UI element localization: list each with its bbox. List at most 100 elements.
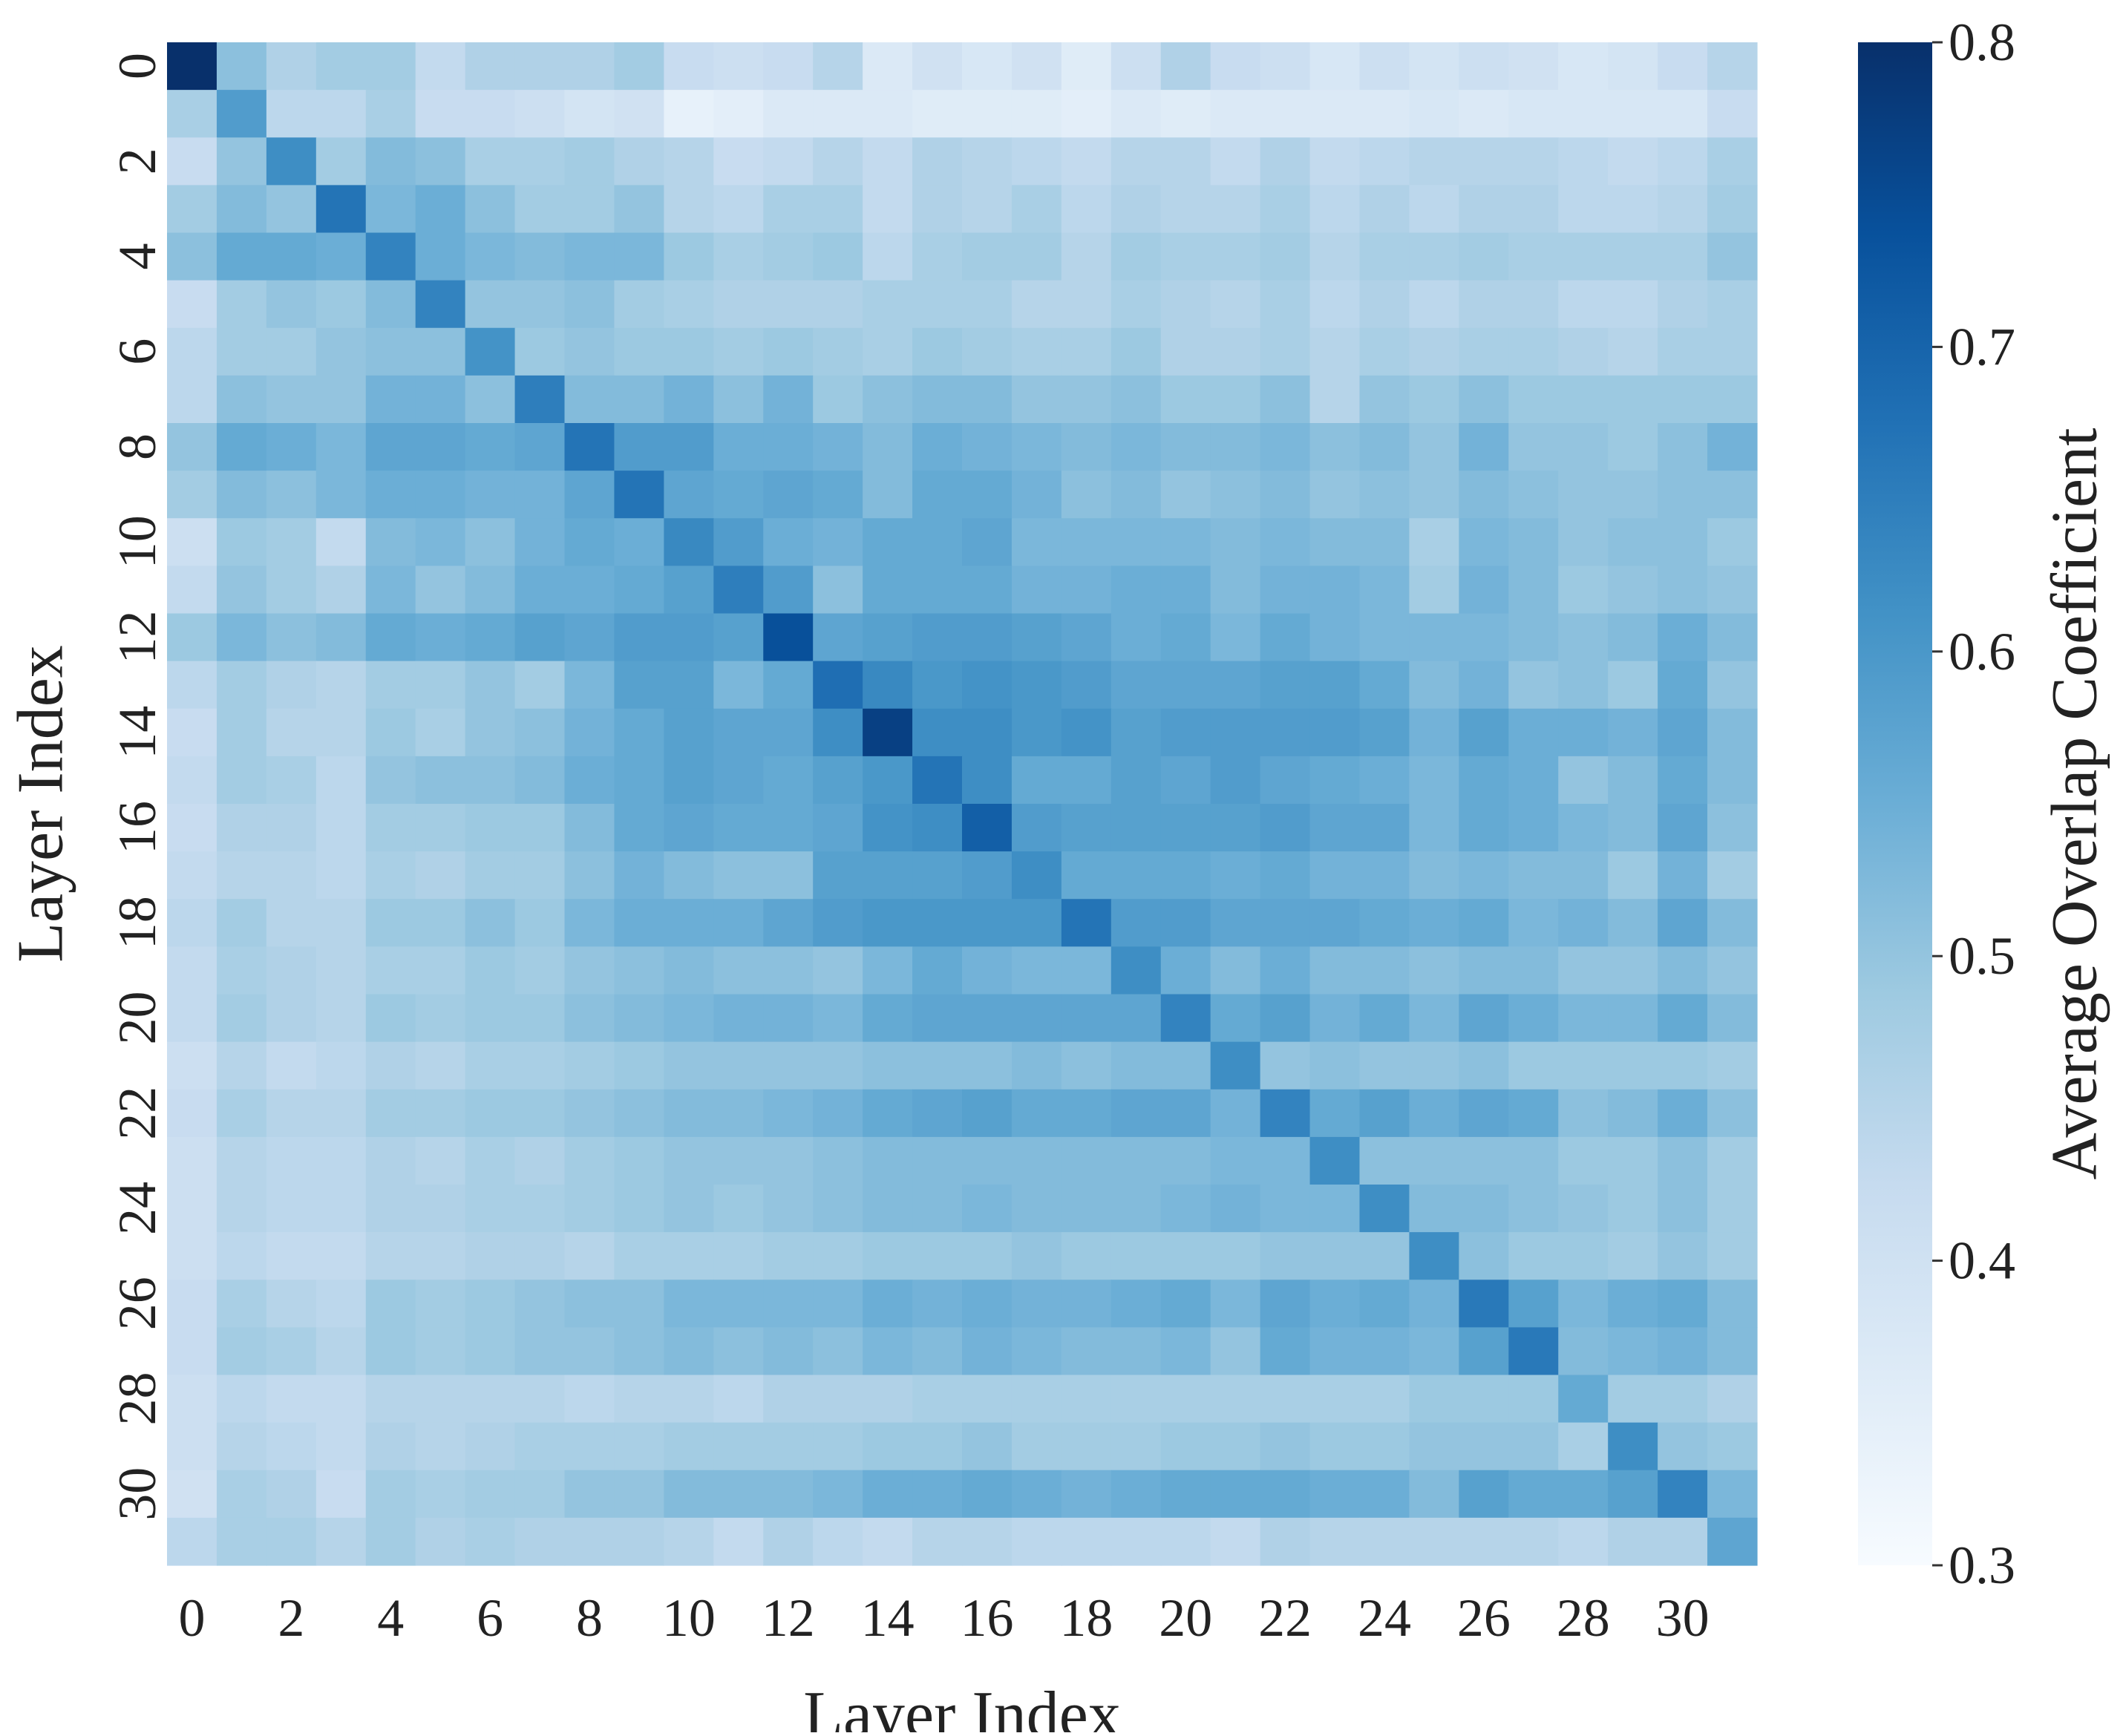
- heatmap-cell-18-13: [813, 899, 863, 947]
- heatmap-cell-9-6: [465, 471, 516, 519]
- heatmap-cell-20-24: [1359, 994, 1410, 1043]
- heatmap-cell-18-29: [1608, 899, 1658, 947]
- heatmap-cell-30-29: [1608, 1470, 1658, 1519]
- heatmap-cell-20-15: [912, 994, 963, 1043]
- heatmap-cell-20-16: [962, 994, 1013, 1043]
- heatmap-cell-4-11: [713, 232, 764, 281]
- heatmap-cell-18-12: [763, 899, 814, 947]
- heatmap-cell-21-3: [315, 1041, 367, 1090]
- heatmap-cell-2-17: [1011, 137, 1062, 186]
- heatmap-cell-8-9: [614, 423, 664, 471]
- heatmap-cell-24-25: [1409, 1185, 1459, 1233]
- heatmap-cell-10-12: [763, 518, 814, 566]
- heatmap-cell-13-16: [962, 661, 1013, 710]
- heatmap-cell-31-11: [713, 1517, 764, 1566]
- heatmap-cell-26-3: [315, 1280, 367, 1328]
- heatmap-cell-14-1: [216, 708, 267, 757]
- heatmap-cell-13-6: [465, 661, 516, 710]
- heatmap-cell-5-9: [614, 280, 664, 329]
- heatmap-cell-19-23: [1309, 946, 1361, 995]
- heatmap-cell-18-10: [664, 899, 714, 947]
- heatmap-cell-27-14: [863, 1327, 913, 1376]
- x-axis-ticks: 0 2 4 6 8 10 12 14 16 18 20 22 24 26 28 30: [178, 1588, 1709, 1648]
- heatmap-cell-27-7: [514, 1327, 566, 1376]
- heatmap-cell-27-19: [1110, 1327, 1162, 1376]
- heatmap-cell-5-1: [216, 280, 267, 329]
- heatmap-cell-4-18: [1061, 232, 1112, 281]
- heatmap-cell-7-26: [1459, 375, 1509, 424]
- heatmap-cell-6-13: [813, 327, 863, 376]
- heatmap-cell-12-25: [1409, 613, 1459, 662]
- heatmap-cell-7-14: [863, 375, 913, 424]
- heatmap-cell-0-29: [1608, 42, 1658, 91]
- heatmap-cell-23-9: [614, 1136, 664, 1185]
- heatmap-cell-25-10: [664, 1232, 714, 1280]
- heatmap-cell-31-28: [1558, 1517, 1609, 1566]
- heatmap-cell-23-14: [863, 1136, 913, 1185]
- heatmap-cell-17-19: [1110, 851, 1162, 900]
- heatmap-cell-27-10: [664, 1327, 714, 1376]
- heatmap-cell-12-2: [266, 613, 317, 662]
- heatmap-cell-26-15: [912, 1280, 963, 1328]
- heatmap-cell-7-6: [465, 375, 516, 424]
- heatmap-cell-22-24: [1359, 1089, 1410, 1138]
- heatmap-cell-0-6: [465, 42, 516, 91]
- heatmap-cell-18-27: [1508, 899, 1559, 947]
- heatmap-cell-13-0: [167, 661, 217, 710]
- heatmap-cell-23-4: [365, 1136, 416, 1185]
- heatmap-cell-31-23: [1309, 1517, 1361, 1566]
- heatmap-cell-20-28: [1558, 994, 1609, 1043]
- heatmap-cell-6-5: [415, 327, 466, 376]
- heatmap-cell-3-30: [1658, 185, 1708, 234]
- heatmap-cell-9-3: [315, 471, 367, 519]
- heatmap-cell-8-16: [962, 423, 1013, 471]
- heatmap-cell-15-18: [1061, 756, 1112, 805]
- heatmap-cell-31-4: [365, 1517, 416, 1566]
- heatmap-cell-15-5: [415, 756, 466, 805]
- heatmap-cell-3-5: [415, 185, 466, 234]
- heatmap-cell-20-26: [1459, 994, 1509, 1043]
- heatmap-cell-4-0: [167, 232, 217, 281]
- heatmap-cell-28-22: [1260, 1375, 1311, 1424]
- heatmap-cell-7-1: [216, 375, 267, 424]
- heatmap-cell-14-2: [266, 708, 317, 757]
- heatmap-cell-3-6: [465, 185, 516, 234]
- heatmap-cell-6-18: [1061, 327, 1112, 376]
- heatmap-cell-26-25: [1409, 1280, 1459, 1328]
- heatmap-cell-10-13: [813, 518, 863, 566]
- heatmap-cell-29-3: [315, 1422, 367, 1471]
- heatmap-cell-27-17: [1011, 1327, 1062, 1376]
- heatmap-cell-18-28: [1558, 899, 1609, 947]
- heatmap-cell-5-24: [1359, 280, 1410, 329]
- heatmap-cell-1-21: [1210, 90, 1261, 138]
- heatmap-cell-25-1: [216, 1232, 267, 1280]
- heatmap-cell-23-1: [216, 1136, 267, 1185]
- heatmap-cell-17-27: [1508, 851, 1559, 900]
- heatmap-cell-20-11: [713, 994, 764, 1043]
- heatmap-cell-18-1: [216, 899, 267, 947]
- heatmap-cell-25-3: [315, 1232, 367, 1280]
- heatmap-cell-20-10: [664, 994, 714, 1043]
- y-axis-title: Layer Index: [5, 645, 77, 963]
- heatmap-cell-8-0: [167, 423, 217, 471]
- heatmap-cell-9-14: [863, 471, 913, 519]
- heatmap-cell-8-5: [415, 423, 466, 471]
- heatmap-cell-16-13: [813, 804, 863, 852]
- heatmap-cell-19-26: [1459, 946, 1509, 995]
- heatmap-cell-0-16: [962, 42, 1013, 91]
- heatmap-cell-29-11: [713, 1422, 764, 1471]
- heatmap-cell-6-23: [1309, 327, 1361, 376]
- heatmap-cell-1-16: [962, 90, 1013, 138]
- heatmap-cell-19-20: [1160, 946, 1211, 995]
- heatmap-cell-29-0: [167, 1422, 217, 1471]
- heatmap-cell-25-20: [1160, 1232, 1211, 1280]
- heatmap-cell-5-23: [1309, 280, 1361, 329]
- y-tick-label: 16: [108, 801, 167, 854]
- heatmap-cell-17-8: [564, 851, 615, 900]
- heatmap-cell-3-8: [564, 185, 615, 234]
- heatmap-cell-31-6: [465, 1517, 516, 1566]
- heatmap-cell-14-13: [813, 708, 863, 757]
- heatmap-cell-7-4: [365, 375, 416, 424]
- heatmap-cell-3-17: [1011, 185, 1062, 234]
